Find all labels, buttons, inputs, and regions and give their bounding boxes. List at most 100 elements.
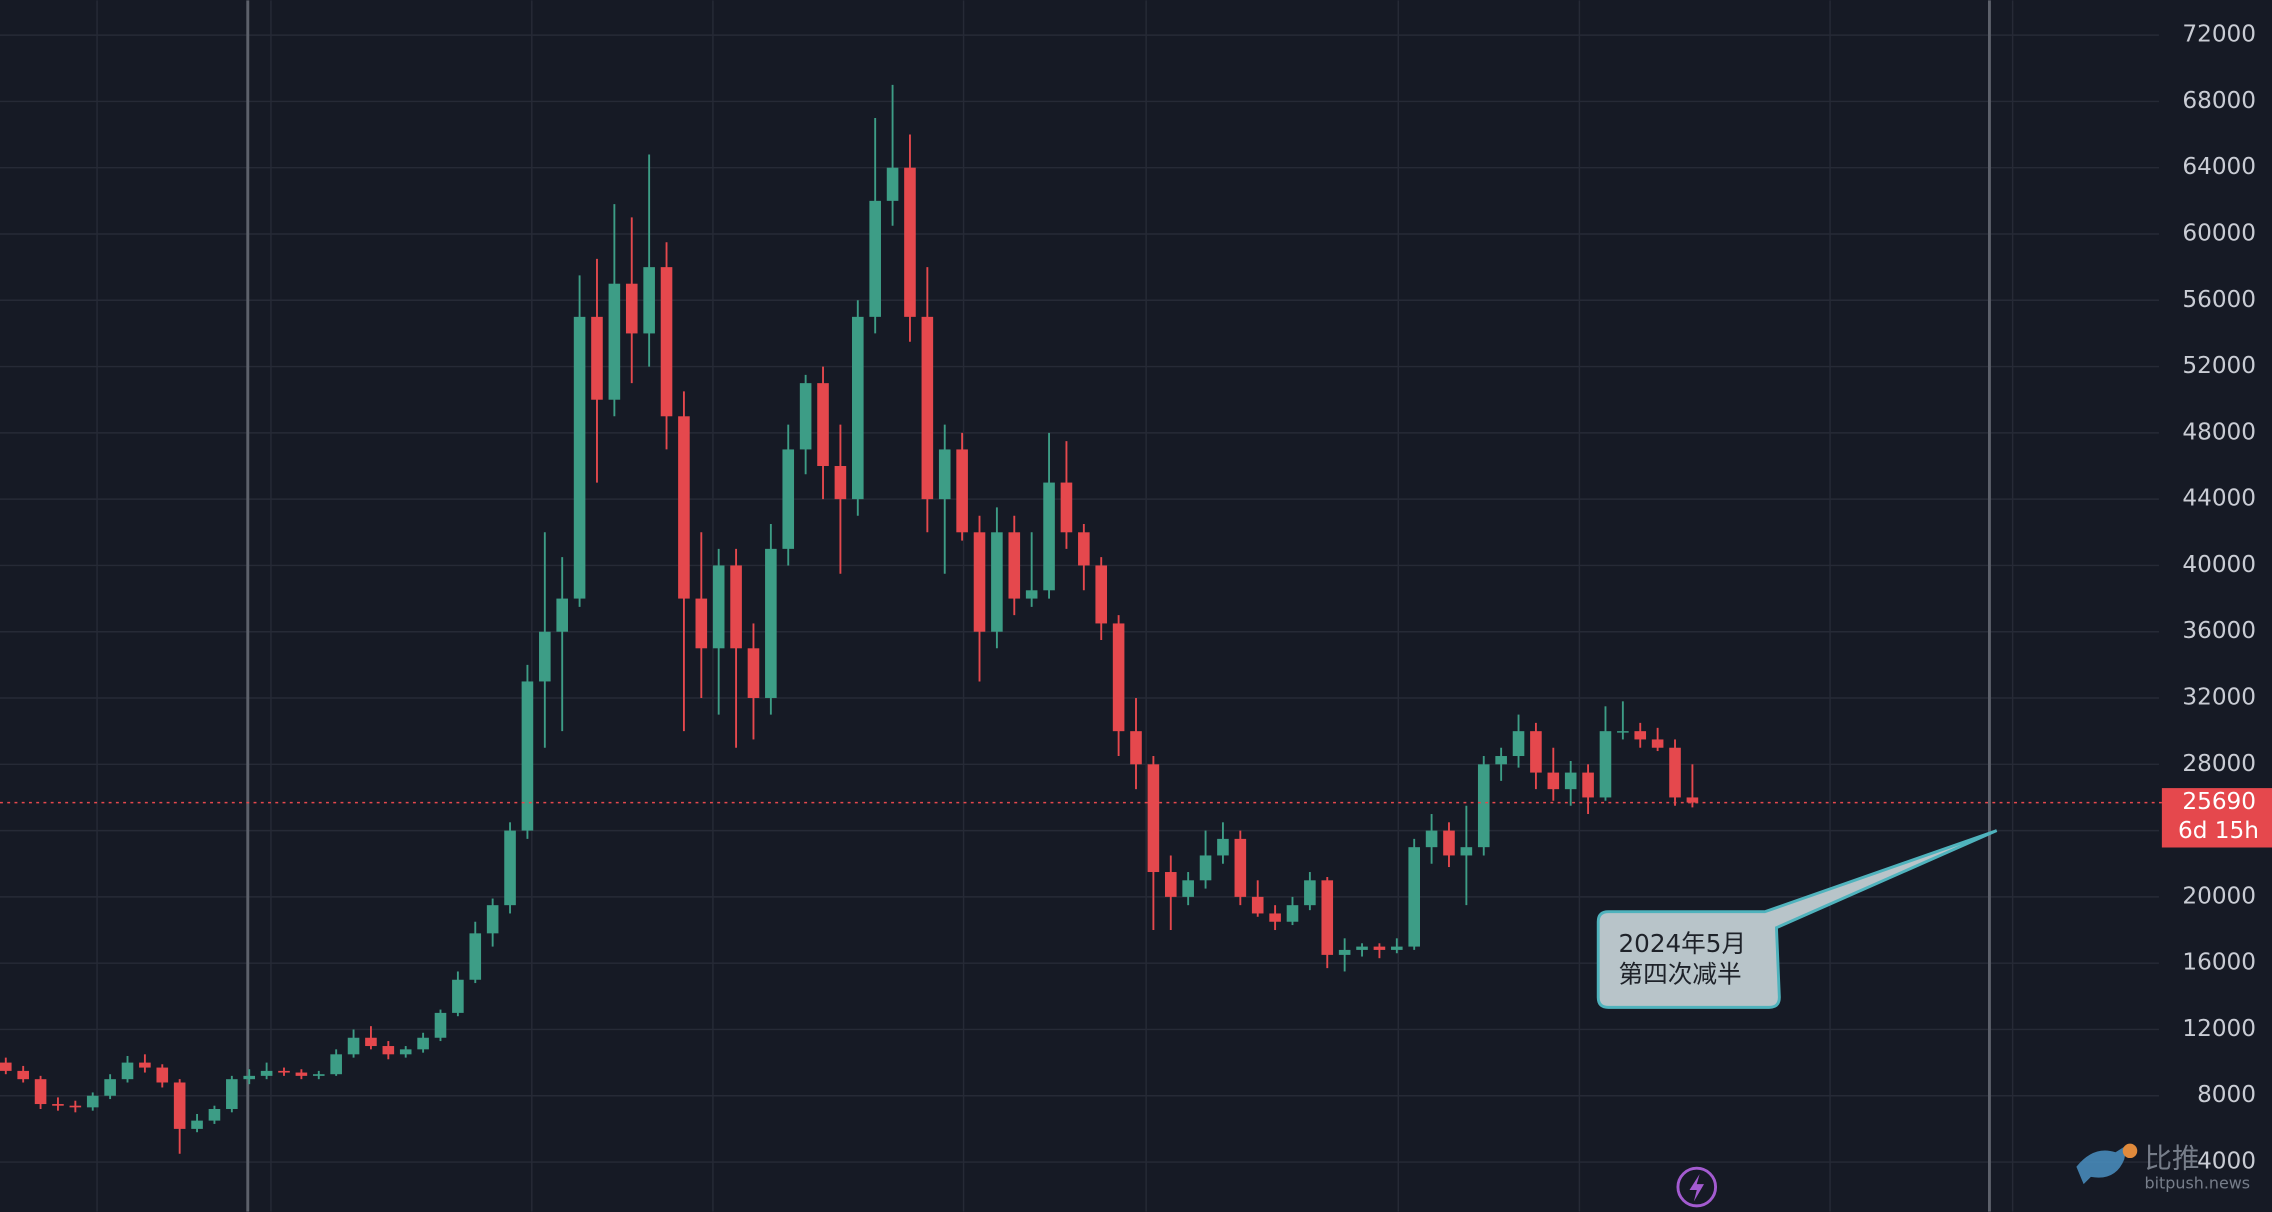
candle-body (1356, 946, 1368, 950)
candle-body (1304, 880, 1316, 906)
vertical-grid (96, 0, 2014, 1212)
candle-body (347, 1037, 360, 1055)
candle-body (1217, 838, 1229, 856)
candle-body (504, 830, 516, 906)
candle-body (104, 1079, 116, 1096)
price-label-box (2161, 788, 2272, 848)
y-tick-label: 44000 (2182, 485, 2256, 512)
candle-body (1617, 731, 1629, 733)
candle-body (973, 532, 986, 632)
candle-body (591, 316, 603, 400)
candle-body (173, 1082, 186, 1129)
countdown-label: 6d 15h (2178, 817, 2259, 844)
candle-body (1112, 623, 1125, 732)
candle-body (834, 466, 847, 500)
candle-body (1669, 747, 1681, 798)
candle-body (312, 1074, 325, 1076)
candle-body (991, 532, 1003, 632)
candle-body (1425, 830, 1438, 848)
candle-body (69, 1105, 82, 1108)
candle-body (1391, 946, 1403, 950)
y-tick-label: 64000 (2182, 153, 2256, 180)
candle-body (730, 565, 742, 649)
candle-body (1599, 731, 1612, 798)
candle-body (573, 316, 586, 599)
candle-body (226, 1079, 238, 1110)
annotation-line: 2024年5月 (1619, 929, 1747, 958)
y-tick-label: 72000 (2182, 21, 2256, 48)
candle-body (330, 1054, 342, 1075)
candle-body (486, 905, 499, 934)
candle-body (817, 383, 829, 467)
candle-body (243, 1075, 256, 1080)
candle-body (1234, 838, 1247, 897)
candle-body (469, 933, 482, 980)
y-tick-label: 48000 (2182, 418, 2256, 445)
candle-body (139, 1062, 151, 1068)
candle-body (1078, 532, 1090, 566)
candle-body (1164, 872, 1177, 897)
lightning-icon[interactable] (1689, 1174, 1704, 1202)
y-tick-label: 68000 (2182, 87, 2256, 114)
candle-body (712, 565, 725, 649)
candle-body (1060, 482, 1073, 533)
candle-body (365, 1037, 377, 1047)
logo-dot (2122, 1143, 2138, 1159)
candle-body (121, 1062, 134, 1080)
candle-body (52, 1104, 64, 1106)
candle-body (869, 200, 881, 317)
y-tick-label: 52000 (2182, 352, 2256, 379)
candle-body (1460, 847, 1473, 856)
horizontal-grid (0, 34, 2159, 1163)
candle-body (1564, 772, 1577, 790)
candle-body (660, 267, 673, 417)
y-tick-label: 32000 (2182, 684, 2256, 711)
watermark: 比推 bitpush.news (2076, 1143, 2250, 1193)
annotation: 2024年5月 第四次减半 (1596, 829, 1998, 1009)
candle-body (34, 1079, 47, 1105)
candle-body (1269, 913, 1281, 922)
candle-body (695, 598, 708, 649)
candle-body (1025, 590, 1038, 599)
candle-body (382, 1046, 395, 1055)
candle-body (417, 1037, 429, 1050)
candle-body (1095, 565, 1108, 624)
y-tick-label: 60000 (2182, 219, 2256, 246)
candle-body (1651, 739, 1664, 748)
lightning-button[interactable] (1676, 1166, 1718, 1208)
candle-body (1043, 482, 1055, 591)
candle-body (799, 383, 812, 450)
candle-body (1512, 731, 1525, 757)
candle-body (886, 167, 899, 201)
candle-body (0, 1062, 12, 1071)
candle-body (678, 416, 690, 599)
candle-body (156, 1067, 169, 1083)
candle-body (1008, 532, 1021, 599)
candle-body (1147, 764, 1160, 873)
candle-body (1582, 772, 1594, 798)
candle-body (434, 1012, 447, 1038)
logo-bird (2076, 1145, 2128, 1185)
candle-body (1686, 797, 1699, 803)
candle-body (643, 267, 655, 334)
lightning-circle[interactable] (1676, 1166, 1718, 1208)
annotation-line: 第四次减半 (1619, 959, 1742, 988)
candle-body (1495, 756, 1507, 765)
candle-body (260, 1070, 273, 1076)
y-axis: 4000800012000160002000024000280003200036… (2182, 21, 2256, 1175)
y-tick-label: 56000 (2182, 286, 2256, 313)
candle-body (625, 283, 638, 334)
candle-body (1286, 905, 1299, 922)
candle-body (86, 1095, 99, 1108)
candle-body (295, 1072, 308, 1076)
y-tick-label: 16000 (2182, 949, 2256, 976)
candle-body (399, 1049, 412, 1055)
candle-body (1182, 880, 1194, 897)
callout (1596, 829, 1998, 1009)
candle-body (452, 979, 464, 1013)
candle-body (852, 316, 864, 500)
candle-body (956, 449, 968, 533)
y-tick-label: 12000 (2182, 1015, 2256, 1042)
